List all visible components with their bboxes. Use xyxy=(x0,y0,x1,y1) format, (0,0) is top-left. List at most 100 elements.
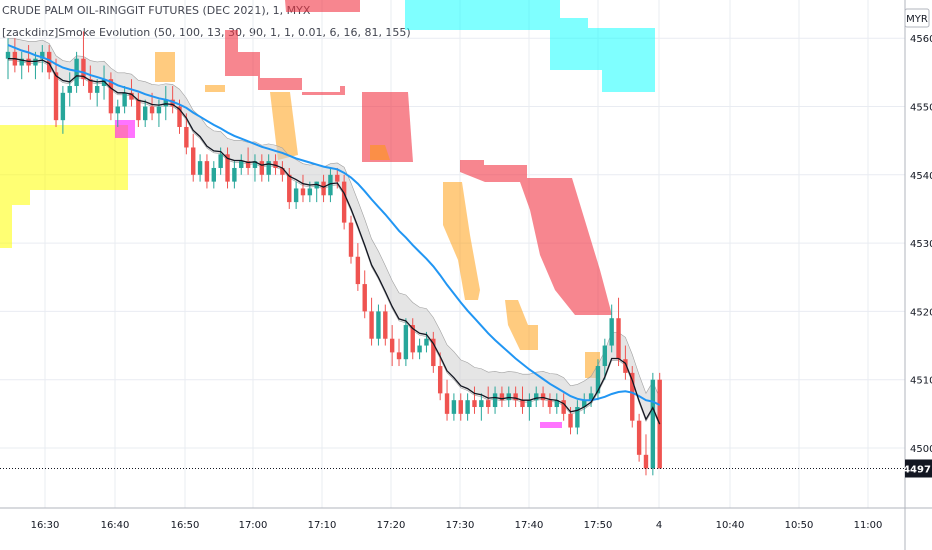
candle-body xyxy=(149,106,155,114)
cloud-orange-3 xyxy=(270,92,298,160)
candle-body xyxy=(232,167,237,182)
candle-body xyxy=(520,400,525,408)
candle-body xyxy=(280,167,285,175)
candle-body xyxy=(259,161,265,175)
candle-body xyxy=(74,58,79,87)
x-tick-label: 10:50 xyxy=(785,520,814,531)
candle-body xyxy=(410,325,415,353)
candle-body xyxy=(582,400,587,408)
ema-line xyxy=(7,44,661,406)
candle-body xyxy=(129,92,134,100)
grid-lines xyxy=(0,0,905,508)
candle-body xyxy=(300,188,306,196)
candle-body xyxy=(136,99,141,121)
candle-body xyxy=(636,420,642,455)
current-price-badge xyxy=(905,459,932,478)
candle-body xyxy=(554,400,559,408)
candle-body xyxy=(479,400,484,408)
candle-body xyxy=(170,99,175,107)
candle-body xyxy=(53,72,59,121)
candle-body xyxy=(33,58,38,66)
candle-body xyxy=(218,154,223,168)
x-tick-label: 10:40 xyxy=(716,520,745,531)
candle-body xyxy=(362,284,367,312)
candle-body xyxy=(486,400,491,408)
candle-body xyxy=(239,161,244,168)
x-tick-label: 17:40 xyxy=(515,520,544,531)
y-tick-label: 4500 xyxy=(910,444,932,455)
candle-body xyxy=(328,174,333,196)
candle-body xyxy=(19,58,24,66)
cloud-red-4 xyxy=(460,160,612,315)
candle-body xyxy=(389,338,395,353)
candle-body xyxy=(94,86,100,93)
y-tick-label: 4540 xyxy=(910,171,932,182)
currency-badge xyxy=(904,8,930,28)
candle-body xyxy=(643,454,649,469)
cloud-cyan xyxy=(405,0,655,92)
candle-body xyxy=(527,400,532,408)
candle-body xyxy=(252,161,258,168)
candle-body xyxy=(650,379,656,469)
x-tick-label: 17:00 xyxy=(239,520,268,531)
candle-body xyxy=(191,147,196,175)
candle-body xyxy=(115,106,120,114)
candle-body xyxy=(403,325,409,360)
cloud-magenta-2 xyxy=(540,422,562,428)
candle-body xyxy=(575,407,580,428)
candles xyxy=(5,31,662,476)
chart-title: CRUDE PALM OIL-RINGGIT FUTURES (DEC 2021… xyxy=(2,4,311,17)
cloud-yellow xyxy=(0,125,128,248)
candle-body xyxy=(609,318,614,346)
candle-body xyxy=(588,393,594,401)
y-tick-label: 4550 xyxy=(910,103,932,114)
candle-body xyxy=(602,345,608,367)
y-tick-label: 4510 xyxy=(910,376,932,387)
candle-body xyxy=(46,51,52,73)
candle-body xyxy=(540,393,546,401)
candle-body xyxy=(321,181,326,196)
x-tick-label: 16:50 xyxy=(171,520,200,531)
x-tick-label: 16:40 xyxy=(101,520,130,531)
candle-body xyxy=(81,58,86,80)
candle-body xyxy=(465,400,470,414)
candle-body xyxy=(197,161,203,175)
candle-body xyxy=(561,400,566,414)
candle-body xyxy=(616,318,621,360)
y-tick-label: 4520 xyxy=(910,307,932,318)
candle-body xyxy=(506,393,511,401)
fast-line xyxy=(8,58,661,425)
x-tick-label: 11:00 xyxy=(854,520,883,531)
y-tick-label: 4560 xyxy=(910,34,932,45)
candle-body xyxy=(396,352,402,360)
candle-body xyxy=(534,393,539,401)
candle-body xyxy=(376,311,381,339)
candle-body xyxy=(499,393,505,401)
x-tick-label: 4 xyxy=(656,520,662,531)
candle-body xyxy=(67,86,72,93)
candle-body xyxy=(355,256,361,285)
candle-body xyxy=(341,181,347,223)
candle-body xyxy=(307,188,313,196)
candle-body xyxy=(513,393,518,401)
candle-body xyxy=(458,400,463,414)
cloud-red-3 xyxy=(362,92,413,162)
candle-body xyxy=(444,393,450,414)
candle-body xyxy=(122,92,127,107)
cloud-orange-6 xyxy=(505,300,538,350)
candle-body xyxy=(383,311,388,339)
cloud-orange-5 xyxy=(443,182,480,300)
candle-body xyxy=(335,174,340,182)
candle-body xyxy=(5,51,11,59)
candle-body xyxy=(60,92,66,121)
candle-body xyxy=(204,161,210,182)
candle-body xyxy=(630,372,635,421)
candle-body xyxy=(101,79,107,87)
current-price-label: 4497 xyxy=(903,464,931,475)
candle-body xyxy=(492,393,498,408)
candle-body xyxy=(108,79,114,114)
candle-body xyxy=(431,338,436,367)
candle-body xyxy=(369,311,374,339)
cloud-magenta-1 xyxy=(115,120,135,138)
